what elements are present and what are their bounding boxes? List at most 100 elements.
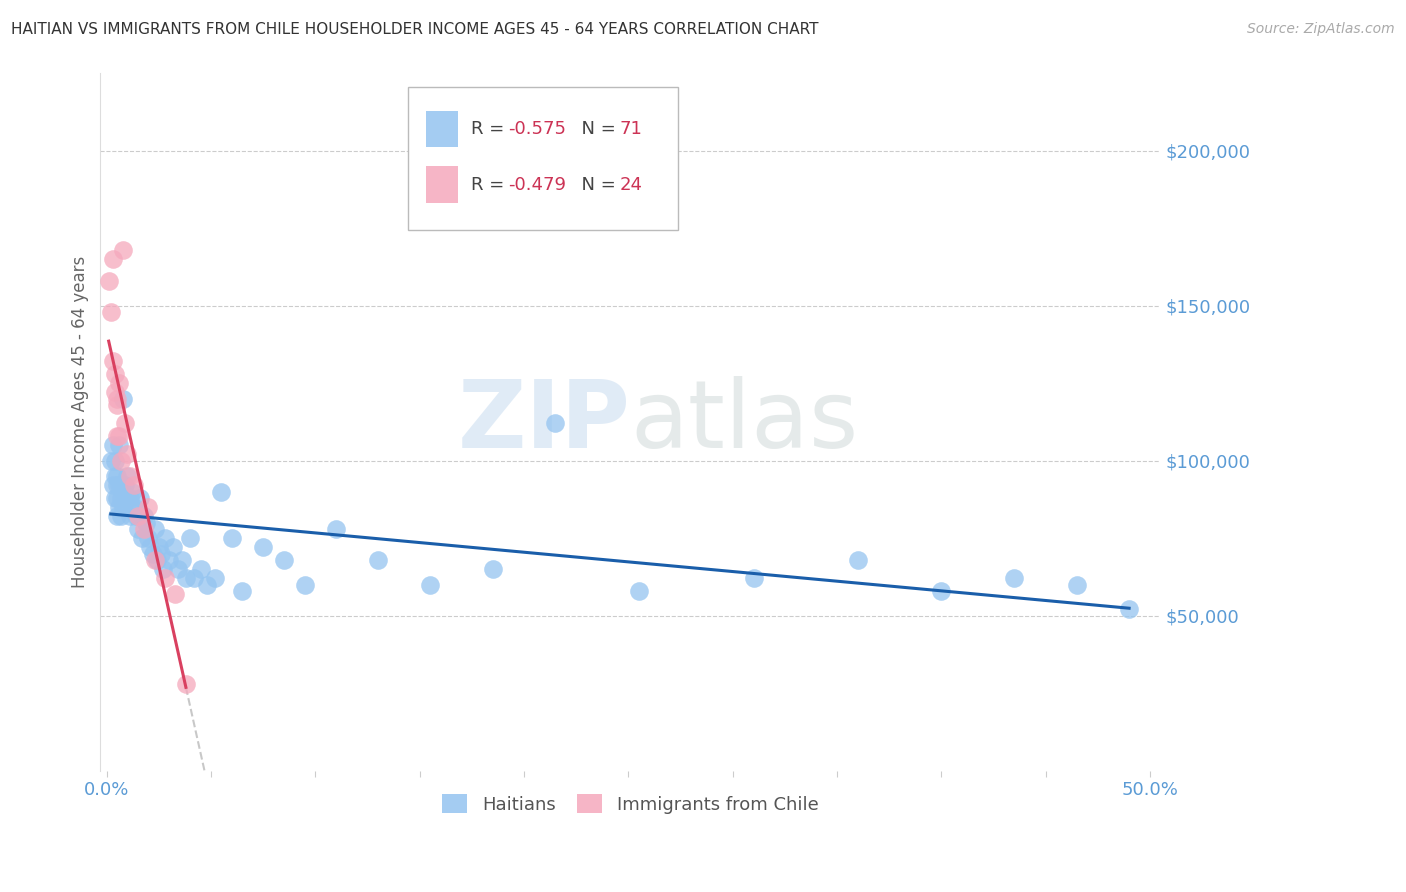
Point xyxy=(183,571,205,585)
Point xyxy=(174,571,197,585)
Point xyxy=(149,547,172,561)
Point xyxy=(231,583,253,598)
Point xyxy=(179,531,201,545)
Text: -0.575: -0.575 xyxy=(509,120,567,137)
Point xyxy=(170,553,193,567)
Point xyxy=(273,553,295,567)
Point xyxy=(105,509,128,524)
Text: R =: R = xyxy=(471,120,510,137)
Point xyxy=(152,562,174,576)
Point xyxy=(114,478,136,492)
Point xyxy=(190,562,212,576)
Point xyxy=(112,484,135,499)
Point xyxy=(108,478,131,492)
Point xyxy=(145,553,167,567)
Point xyxy=(138,500,160,515)
Point xyxy=(174,677,197,691)
FancyBboxPatch shape xyxy=(408,87,678,230)
Point xyxy=(100,453,122,467)
Point xyxy=(127,509,149,524)
Point xyxy=(1002,571,1025,585)
Point xyxy=(742,571,765,585)
Text: 24: 24 xyxy=(620,176,643,194)
Text: Source: ZipAtlas.com: Source: ZipAtlas.com xyxy=(1247,22,1395,37)
Point xyxy=(114,491,136,505)
Point xyxy=(846,553,869,567)
Point xyxy=(105,398,128,412)
Point xyxy=(138,531,160,545)
Point xyxy=(121,500,143,515)
Text: N =: N = xyxy=(569,176,621,194)
Point xyxy=(195,577,218,591)
Point xyxy=(110,453,132,467)
Point xyxy=(153,571,176,585)
Point xyxy=(118,469,141,483)
Point xyxy=(143,553,166,567)
Point xyxy=(139,541,162,555)
Legend: Haitians, Immigrants from Chile: Haitians, Immigrants from Chile xyxy=(432,783,830,824)
Point xyxy=(104,385,127,400)
Point xyxy=(165,587,187,601)
Point xyxy=(108,500,131,515)
Point xyxy=(294,577,316,591)
Point xyxy=(419,577,441,591)
Point xyxy=(325,522,347,536)
Point xyxy=(121,484,143,499)
Point xyxy=(1118,602,1140,616)
Text: N =: N = xyxy=(569,120,621,137)
Point xyxy=(101,252,124,266)
Point xyxy=(117,447,139,461)
Point xyxy=(209,484,232,499)
Point xyxy=(104,491,127,505)
Text: 71: 71 xyxy=(620,120,643,137)
Point xyxy=(110,478,132,492)
Point xyxy=(141,547,163,561)
Text: R =: R = xyxy=(471,176,510,194)
Point xyxy=(122,500,145,515)
Point xyxy=(481,562,503,576)
Point xyxy=(105,392,128,406)
Point xyxy=(929,583,952,598)
Point xyxy=(101,354,124,368)
Point xyxy=(100,304,122,318)
Point xyxy=(114,417,136,431)
Point xyxy=(157,553,180,567)
Point xyxy=(104,453,127,467)
Bar xyxy=(426,111,457,147)
Point xyxy=(221,531,243,545)
Point xyxy=(105,469,128,483)
Point xyxy=(112,392,135,406)
Point xyxy=(104,469,127,483)
Point xyxy=(118,491,141,505)
Point xyxy=(627,583,650,598)
Point xyxy=(131,531,153,545)
Point xyxy=(252,541,274,555)
Point xyxy=(108,438,131,452)
Point xyxy=(112,243,135,257)
Text: ZIP: ZIP xyxy=(457,376,630,467)
Text: HAITIAN VS IMMIGRANTS FROM CHILE HOUSEHOLDER INCOME AGES 45 - 64 YEARS CORRELATI: HAITIAN VS IMMIGRANTS FROM CHILE HOUSEHO… xyxy=(11,22,818,37)
Point xyxy=(117,491,139,505)
Point xyxy=(110,491,132,505)
Point xyxy=(104,367,127,381)
Point xyxy=(105,478,128,492)
Point xyxy=(108,429,131,443)
Point xyxy=(127,522,149,536)
Point xyxy=(105,491,128,505)
Point xyxy=(118,509,141,524)
Point xyxy=(134,522,156,536)
Point xyxy=(204,571,226,585)
Point xyxy=(367,553,389,567)
Text: -0.479: -0.479 xyxy=(509,176,567,194)
Point xyxy=(544,417,567,431)
Point xyxy=(122,478,145,492)
Point xyxy=(112,500,135,515)
Point xyxy=(129,491,152,505)
Point xyxy=(101,478,124,492)
Point xyxy=(153,531,176,545)
Point xyxy=(166,562,188,576)
Point xyxy=(125,509,148,524)
Y-axis label: Householder Income Ages 45 - 64 years: Householder Income Ages 45 - 64 years xyxy=(72,256,89,588)
Point xyxy=(1066,577,1088,591)
Point xyxy=(97,274,120,288)
